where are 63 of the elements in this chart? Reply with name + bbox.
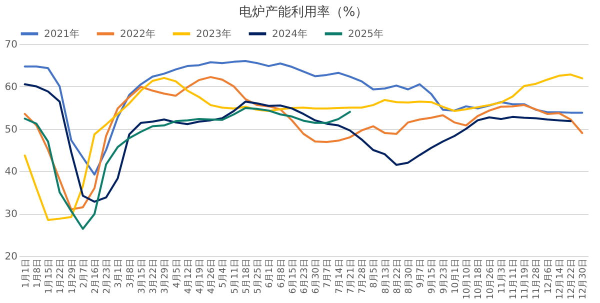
x-tick-label: 8月5日 <box>370 258 380 288</box>
x-tick-label: 4月12日 <box>184 258 194 294</box>
x-tick-label: 11月11日 <box>509 258 520 300</box>
y-tick-label: 60 <box>4 82 18 93</box>
x-tick-label: 2月23日 <box>102 258 113 294</box>
x-tick-label: 12月22日 <box>567 258 578 300</box>
x-tick-label: 6月23日 <box>300 258 310 294</box>
x-tick-label: 3月8日 <box>126 258 136 288</box>
x-tick-label: 9月15日 <box>428 258 438 294</box>
x-tick-label: 3月22日 <box>149 258 160 294</box>
x-tick-label: 12月14日 <box>555 258 566 300</box>
x-tick-label: 6月15日 <box>288 258 298 294</box>
chart-title: 电炉产能利用率（%） <box>238 4 368 20</box>
x-tick-label: 1月15日 <box>44 258 55 294</box>
x-tick-label: 12月30日 <box>578 258 589 300</box>
x-tick-label: 3月15日 <box>137 258 148 294</box>
x-tick-label: 11月28日 <box>532 258 542 300</box>
x-tick-label: 10月10日 <box>462 258 473 300</box>
y-tick-label: 30 <box>4 209 18 220</box>
x-tick-label: 10月26日 <box>486 258 496 300</box>
legend-label: 2025年 <box>348 28 384 40</box>
x-tick-label: 6月8日 <box>276 258 287 288</box>
x-tick-label: 3月1日 <box>114 258 124 288</box>
x-tick-label: 6月30日 <box>312 258 322 294</box>
x-tick-label: 3月29日 <box>160 258 171 294</box>
x-tick-label: 7月14日 <box>334 258 345 294</box>
x-tick-label: 2月7日 <box>79 258 90 288</box>
legend-label: 2024年 <box>272 28 308 40</box>
x-tick-label: 7月28日 <box>358 258 368 294</box>
x-tick-label: 7月21日 <box>346 258 356 294</box>
x-tick-label: 9月7日 <box>416 258 426 288</box>
x-tick-label: 5月18日 <box>242 258 252 294</box>
y-tick-label: 70 <box>4 40 18 50</box>
x-tick-label: 10月1日 <box>450 258 461 294</box>
x-tick-label: 12月6日 <box>544 258 554 294</box>
x-tick-label: 7月7日 <box>323 258 334 288</box>
line-series <box>24 60 584 176</box>
x-tick-label: 11月19日 <box>520 258 531 300</box>
y-tick-label: 40 <box>4 166 18 178</box>
y-tick-label: 50 <box>4 124 18 136</box>
x-tick-label: 9月23日 <box>439 258 450 294</box>
line-series <box>24 107 351 230</box>
x-tick-label: 1月29日 <box>68 258 78 294</box>
x-tick-label: 5月11日 <box>230 258 240 294</box>
x-tick-label: 1月1日 <box>21 258 32 288</box>
x-tick-label: 1月8日 <box>32 258 43 288</box>
x-tick-label: 5月25日 <box>254 258 264 294</box>
legend-label: 2022年 <box>120 28 156 40</box>
x-tick-label: 6月1日 <box>265 258 276 288</box>
x-tick-label: 1月22日 <box>56 258 66 294</box>
x-tick-label: 4月5日 <box>172 258 182 288</box>
y-tick-label: 20 <box>4 252 18 262</box>
x-tick-label: 4月26日 <box>207 258 218 294</box>
x-tick-label: 8月13日 <box>381 258 392 294</box>
x-tick-label: 4月19日 <box>195 258 206 294</box>
x-tick-label: 5月4日 <box>218 258 229 288</box>
x-tick-label: 8月30日 <box>404 258 415 294</box>
x-tick-label: 11月3日 <box>497 258 508 294</box>
legend-label: 2021年 <box>44 28 80 40</box>
legend-label: 2023年 <box>196 28 232 40</box>
x-tick-label: 2月16日 <box>90 258 101 294</box>
x-tick-label: 8月22日 <box>392 258 403 294</box>
x-tick-label: 10月18日 <box>474 258 484 300</box>
